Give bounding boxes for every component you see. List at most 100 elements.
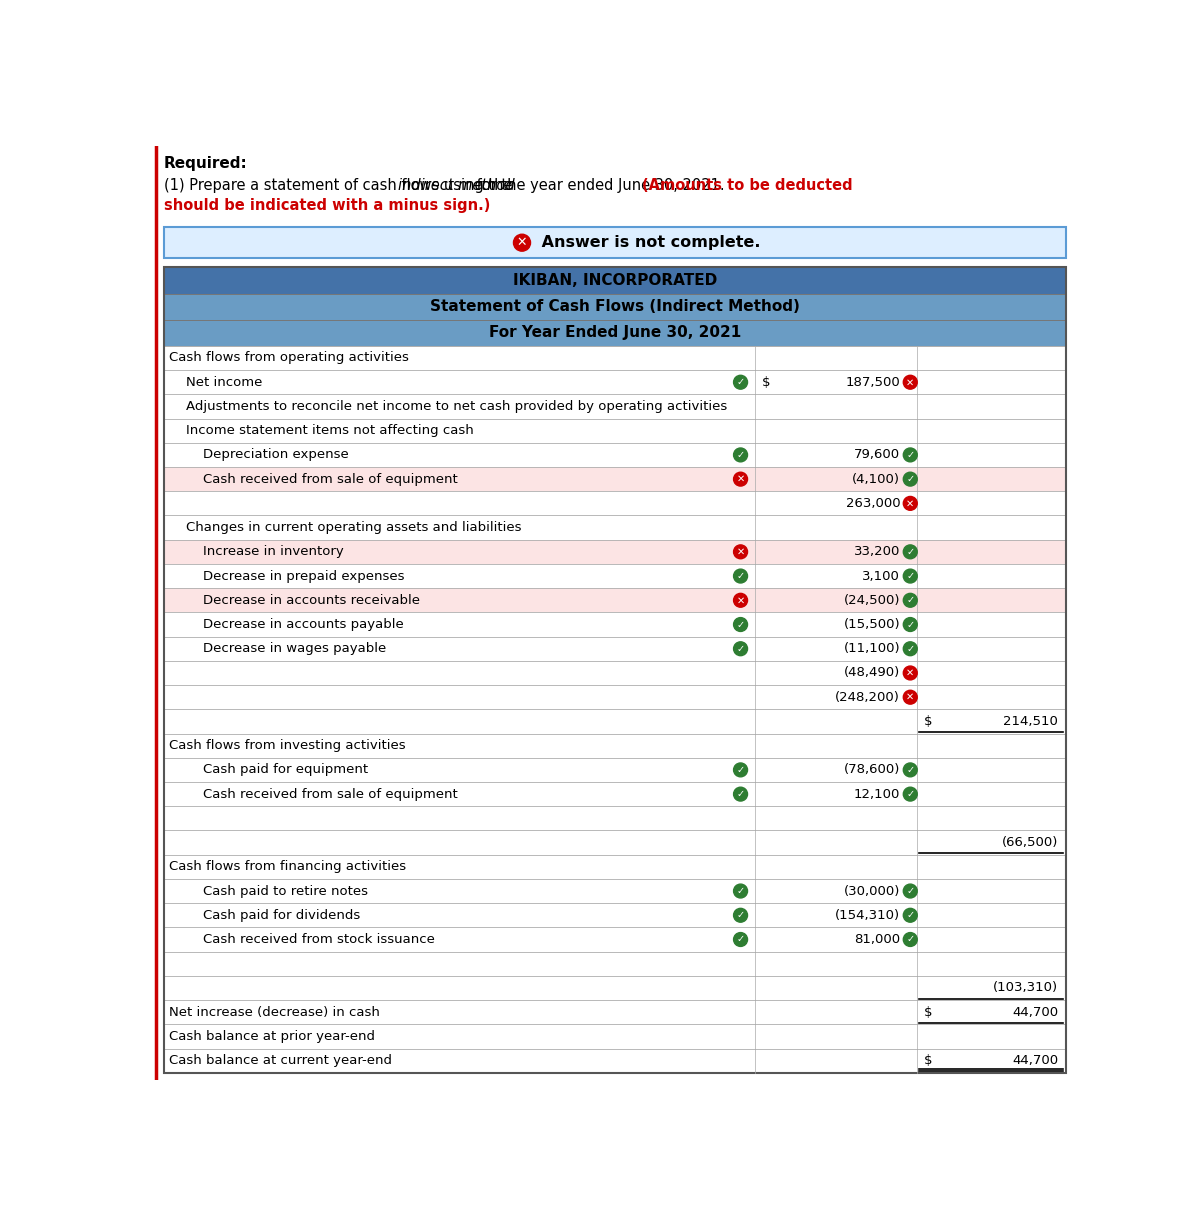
Text: Statement of Cash Flows (Indirect Method): Statement of Cash Flows (Indirect Method… — [430, 299, 800, 314]
Text: Cash flows from operating activities: Cash flows from operating activities — [168, 352, 408, 364]
Text: $: $ — [924, 715, 932, 728]
Text: ✕: ✕ — [737, 595, 745, 606]
Text: ✓: ✓ — [737, 789, 745, 799]
Text: ✓: ✓ — [906, 546, 914, 557]
Text: 44,700: 44,700 — [1012, 1005, 1058, 1019]
Bar — [164, 685, 1066, 709]
Bar — [164, 419, 1066, 443]
Text: $: $ — [924, 1005, 932, 1019]
Text: Depreciation expense: Depreciation expense — [203, 448, 348, 461]
Circle shape — [733, 932, 748, 947]
Text: Cash paid for dividends: Cash paid for dividends — [203, 909, 360, 921]
Bar — [164, 855, 1066, 879]
Text: ✓: ✓ — [906, 643, 914, 654]
Circle shape — [904, 762, 917, 777]
Circle shape — [904, 594, 917, 607]
Bar — [164, 227, 1066, 259]
Circle shape — [733, 884, 748, 898]
Bar — [164, 370, 1066, 395]
Text: ✓: ✓ — [906, 595, 914, 606]
Bar — [164, 267, 1066, 1073]
Bar — [164, 467, 1066, 492]
Text: ✕: ✕ — [906, 378, 914, 387]
Circle shape — [904, 908, 917, 923]
Bar — [164, 294, 1066, 319]
Circle shape — [733, 545, 748, 558]
Circle shape — [904, 691, 917, 704]
Text: Decrease in accounts payable: Decrease in accounts payable — [203, 618, 403, 631]
Circle shape — [904, 569, 917, 583]
Text: (15,500): (15,500) — [844, 618, 900, 631]
Text: (154,310): (154,310) — [835, 909, 900, 921]
Text: 79,600: 79,600 — [854, 448, 900, 461]
Circle shape — [514, 234, 530, 251]
Bar — [164, 1000, 1066, 1025]
Text: Decrease in accounts receivable: Decrease in accounts receivable — [203, 594, 420, 607]
Bar — [164, 516, 1066, 540]
Text: ✓: ✓ — [737, 378, 745, 387]
Bar — [164, 588, 1066, 612]
Bar — [164, 540, 1066, 565]
Bar — [164, 952, 1066, 976]
Bar — [164, 709, 1066, 733]
Text: Cash balance at current year-end: Cash balance at current year-end — [168, 1054, 391, 1067]
Text: Increase in inventory: Increase in inventory — [203, 545, 343, 558]
Bar — [164, 612, 1066, 636]
Text: ✓: ✓ — [906, 450, 914, 460]
Text: ✓: ✓ — [906, 475, 914, 484]
Circle shape — [904, 497, 917, 510]
Text: Cash flows from financing activities: Cash flows from financing activities — [168, 861, 406, 873]
Text: Net income: Net income — [186, 375, 262, 388]
Text: ✓: ✓ — [906, 886, 914, 896]
Text: ✓: ✓ — [737, 643, 745, 654]
Text: Cash paid to retire notes: Cash paid to retire notes — [203, 885, 367, 897]
Text: ✓: ✓ — [906, 571, 914, 582]
Text: Cash balance at prior year-end: Cash balance at prior year-end — [168, 1029, 374, 1043]
Text: 263,000: 263,000 — [846, 497, 900, 510]
Circle shape — [904, 545, 917, 558]
Circle shape — [904, 932, 917, 947]
Text: ✕: ✕ — [737, 546, 745, 557]
Text: (103,310): (103,310) — [994, 981, 1058, 994]
Text: (24,500): (24,500) — [844, 594, 900, 607]
Circle shape — [733, 472, 748, 486]
Circle shape — [904, 472, 917, 486]
Text: ✓: ✓ — [906, 910, 914, 920]
Text: ✓: ✓ — [737, 571, 745, 582]
Bar — [164, 1025, 1066, 1049]
Text: 214,510: 214,510 — [1003, 715, 1058, 728]
Text: ✓: ✓ — [737, 619, 745, 630]
Text: Income statement items not affecting cash: Income statement items not affecting cas… — [186, 424, 473, 437]
Text: 3,100: 3,100 — [863, 569, 900, 583]
Bar — [164, 927, 1066, 952]
Bar — [164, 830, 1066, 855]
Text: ✓: ✓ — [737, 765, 745, 775]
Text: 33,200: 33,200 — [854, 545, 900, 558]
Text: ✕: ✕ — [906, 499, 914, 509]
Text: ✓: ✓ — [906, 619, 914, 630]
Bar — [164, 395, 1066, 419]
Text: Changes in current operating assets and liabilities: Changes in current operating assets and … — [186, 521, 521, 534]
Text: (248,200): (248,200) — [835, 691, 900, 704]
Text: ✕: ✕ — [906, 692, 914, 702]
Circle shape — [733, 642, 748, 656]
Circle shape — [904, 448, 917, 461]
Circle shape — [733, 569, 748, 583]
Circle shape — [904, 787, 917, 801]
Bar — [164, 319, 1066, 346]
Text: Net increase (decrease) in cash: Net increase (decrease) in cash — [168, 1005, 379, 1019]
Bar — [164, 782, 1066, 806]
Text: ✓: ✓ — [906, 935, 914, 944]
Circle shape — [904, 618, 917, 631]
Text: (48,490): (48,490) — [844, 666, 900, 680]
Text: Cash received from sale of equipment: Cash received from sale of equipment — [203, 472, 457, 486]
Text: For Year Ended June 30, 2021: For Year Ended June 30, 2021 — [488, 325, 742, 340]
Bar — [164, 976, 1066, 1000]
Bar — [164, 879, 1066, 903]
Text: 44,700: 44,700 — [1012, 1054, 1058, 1067]
Bar — [164, 903, 1066, 927]
Text: ✓: ✓ — [737, 935, 745, 944]
Text: ✓: ✓ — [737, 910, 745, 920]
Text: ✕: ✕ — [517, 237, 527, 249]
Text: Decrease in wages payable: Decrease in wages payable — [203, 642, 386, 656]
